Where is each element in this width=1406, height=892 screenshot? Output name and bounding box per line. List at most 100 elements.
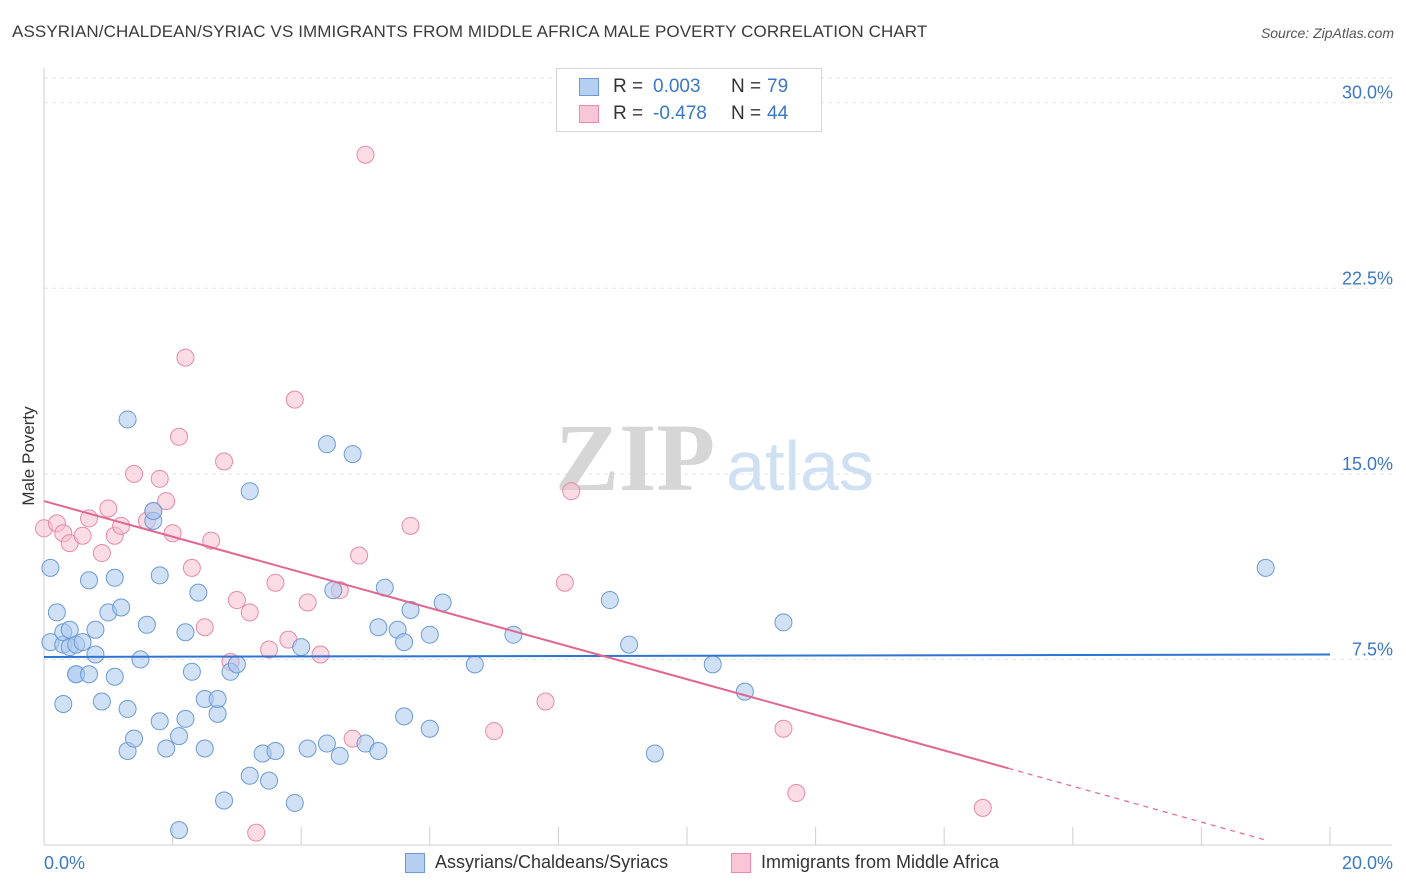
data-point-assyrians — [189, 583, 208, 602]
data-point-assyrians — [73, 633, 92, 652]
data-point-middle-africa — [73, 526, 92, 545]
source-label: Source: ZipAtlas.com — [1260, 25, 1394, 41]
y-tick-label: 30.0% — [1342, 83, 1393, 103]
data-point-middle-africa — [536, 692, 555, 711]
data-point-middle-africa — [92, 544, 111, 563]
data-point-assyrians — [125, 729, 144, 748]
data-point-assyrians — [170, 727, 189, 746]
data-point-assyrians — [420, 719, 439, 738]
data-point-middle-africa — [260, 640, 279, 659]
data-point-assyrians — [600, 591, 619, 610]
data-point-assyrians — [157, 739, 176, 758]
data-point-assyrians — [260, 771, 279, 790]
data-point-middle-africa — [401, 516, 420, 535]
trend-line-middle-africa — [43, 500, 1009, 770]
data-point-middle-africa — [485, 722, 504, 741]
data-point-middle-africa — [555, 573, 574, 592]
data-point-assyrians — [112, 598, 131, 617]
data-point-assyrians — [118, 699, 137, 718]
data-point-middle-africa — [266, 573, 285, 592]
data-point-middle-africa — [562, 482, 581, 501]
series-assyrians-points — [41, 410, 1275, 840]
series-legend-item-middle-africa: Immigrants from Middle Africa — [731, 852, 999, 873]
watermark: ZIP atlas — [555, 404, 874, 511]
series-legend: Assyrians/Chaldeans/Syriacs Immigrants f… — [0, 852, 1406, 876]
data-point-assyrians — [285, 793, 304, 812]
data-point-assyrians — [105, 667, 124, 686]
data-point-assyrians — [170, 821, 189, 840]
data-point-assyrians — [292, 638, 311, 657]
trend-line-middle-africa-extension — [1008, 767, 1266, 841]
data-point-assyrians — [703, 655, 722, 674]
data-point-middle-africa — [125, 464, 144, 483]
data-point-middle-africa — [99, 499, 118, 518]
data-point-assyrians — [266, 741, 285, 760]
legend-r-value: -0.478 — [653, 103, 707, 124]
data-point-middle-africa — [240, 603, 259, 622]
data-point-middle-africa — [182, 558, 201, 577]
data-point-assyrians — [227, 655, 246, 674]
data-point-middle-africa — [215, 452, 234, 471]
data-point-assyrians — [620, 635, 639, 654]
data-point-assyrians — [144, 501, 163, 520]
series-legend-label: Immigrants from Middle Africa — [761, 852, 1000, 872]
data-point-assyrians — [395, 707, 414, 726]
chart-title: ASSYRIAN/CHALDEAN/SYRIAC VS IMMIGRANTS F… — [12, 22, 928, 41]
data-point-assyrians — [195, 739, 214, 758]
data-point-middle-africa — [202, 531, 221, 550]
correlation-legend: R = 0.003 N = 79 R = -0.478 N = 44 — [556, 68, 822, 132]
data-point-assyrians — [150, 566, 169, 585]
data-point-assyrians — [176, 709, 195, 728]
data-point-assyrians — [92, 692, 111, 711]
data-point-middle-africa — [774, 719, 793, 738]
data-point-middle-africa — [973, 798, 992, 817]
data-point-middle-africa — [350, 546, 369, 565]
legend-swatch-blue — [405, 852, 425, 873]
trend-lines — [43, 500, 1331, 841]
data-point-assyrians — [324, 581, 343, 600]
data-point-assyrians — [80, 665, 99, 684]
data-point-assyrians — [41, 558, 60, 577]
legend-n-value: 44 — [767, 103, 789, 124]
legend-row-blue: R = 0.003 N = 79 — [579, 75, 788, 99]
data-point-assyrians — [86, 645, 105, 664]
data-point-assyrians — [208, 690, 227, 709]
data-point-assyrians — [105, 568, 124, 587]
legend-n-value: 79 — [767, 76, 789, 97]
x-tick-label: 0.0% — [44, 853, 85, 873]
data-point-assyrians — [47, 603, 66, 622]
data-point-middle-africa — [298, 593, 317, 612]
data-point-middle-africa — [170, 427, 189, 446]
axes — [43, 68, 1392, 846]
legend-swatch-pink — [731, 852, 751, 873]
data-point-assyrians — [369, 741, 388, 760]
data-point-assyrians — [1256, 558, 1275, 577]
data-point-assyrians — [118, 410, 137, 429]
data-point-assyrians — [395, 633, 414, 652]
data-point-assyrians — [401, 600, 420, 619]
data-point-assyrians — [80, 571, 99, 590]
data-point-assyrians — [645, 744, 664, 763]
watermark-atlas: atlas — [726, 427, 874, 505]
data-point-assyrians — [137, 615, 156, 634]
data-point-assyrians — [433, 593, 452, 612]
y-axis-label: Male Poverty — [19, 406, 38, 506]
data-point-middle-africa — [157, 492, 176, 511]
legend-row-pink: R = -0.478 N = 44 — [579, 102, 788, 126]
legend-swatch-blue — [579, 78, 599, 96]
data-point-assyrians — [131, 650, 150, 669]
data-point-assyrians — [240, 482, 259, 501]
data-point-assyrians — [317, 734, 336, 753]
legend-r-label: R = — [613, 76, 644, 97]
x-tick-label: 20.0% — [1342, 853, 1393, 873]
tick-labels: 7.5% 15.0% 22.5% 30.0% 0.0% 20.0% — [44, 83, 1393, 873]
data-point-assyrians — [150, 712, 169, 731]
data-point-assyrians — [240, 766, 259, 785]
data-point-middle-africa — [285, 390, 304, 409]
data-point-assyrians — [86, 620, 105, 639]
data-point-middle-africa — [150, 469, 169, 488]
y-tick-label: 22.5% — [1342, 268, 1393, 288]
data-point-assyrians — [774, 613, 793, 632]
data-point-assyrians — [298, 739, 317, 758]
